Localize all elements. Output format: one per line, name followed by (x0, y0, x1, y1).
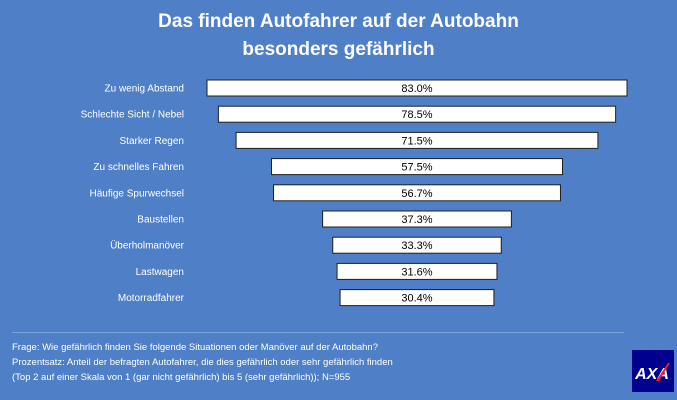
bar-value-label: 56.7% (401, 188, 432, 200)
category-label: Häufige Spurwechsel (90, 188, 185, 199)
category-label: Motorradfahrer (118, 293, 185, 304)
footnote-percentage: Prozentsatz: Anteil der befragten Autofa… (12, 357, 393, 368)
bar-value-label: 83.0% (401, 83, 432, 95)
bar-value-label: 37.3% (401, 214, 432, 226)
bar-value-label: 33.3% (401, 240, 432, 252)
footnote-scale: (Top 2 auf einer Skala von 1 (gar nicht … (12, 372, 351, 383)
bar-value-label: 78.5% (401, 109, 432, 121)
footer-divider (12, 332, 624, 333)
logo-text: AXA (634, 366, 669, 383)
bar (336, 262, 498, 280)
bar-value-label: 57.5% (401, 162, 432, 174)
category-label: Zu schnelles Fahren (93, 162, 184, 173)
chart-title: Das finden Autofahrer auf der Autobahn b… (0, 8, 677, 64)
bar (206, 79, 628, 97)
logo-stripe-icon (656, 363, 670, 381)
bar-value-label: 71.5% (401, 135, 432, 147)
bar (273, 184, 561, 202)
category-label: Zu wenig Abstand (105, 84, 185, 95)
title-line-2: besonders gefährlich (242, 39, 435, 60)
bar (271, 158, 563, 176)
footnote: Frage: Wie gefährlich finden Sie folgend… (12, 340, 393, 385)
bar (339, 289, 495, 307)
bar-value-label: 30.4% (401, 293, 432, 305)
category-label: Lastwagen (136, 267, 184, 278)
title-line-1: Das finden Autofahrer auf der Autobahn (158, 11, 519, 32)
category-label: Schlechte Sicht / Nebel (81, 110, 184, 121)
category-label: Starker Regen (120, 136, 184, 147)
bar-chart: Zu wenig Abstand 83.0% Schlechte Sicht / N… (81, 79, 628, 307)
category-label: Baustellen (137, 215, 184, 226)
axa-logo: AXA (632, 350, 674, 392)
category-label: Überholmanöver (110, 240, 185, 252)
footnote-question: Frage: Wie gefährlich finden Sie folgend… (12, 342, 378, 353)
bar (322, 210, 512, 228)
bar-value-label: 31.6% (401, 266, 432, 278)
bar (332, 236, 502, 254)
bar (217, 105, 617, 123)
bar (235, 131, 599, 149)
